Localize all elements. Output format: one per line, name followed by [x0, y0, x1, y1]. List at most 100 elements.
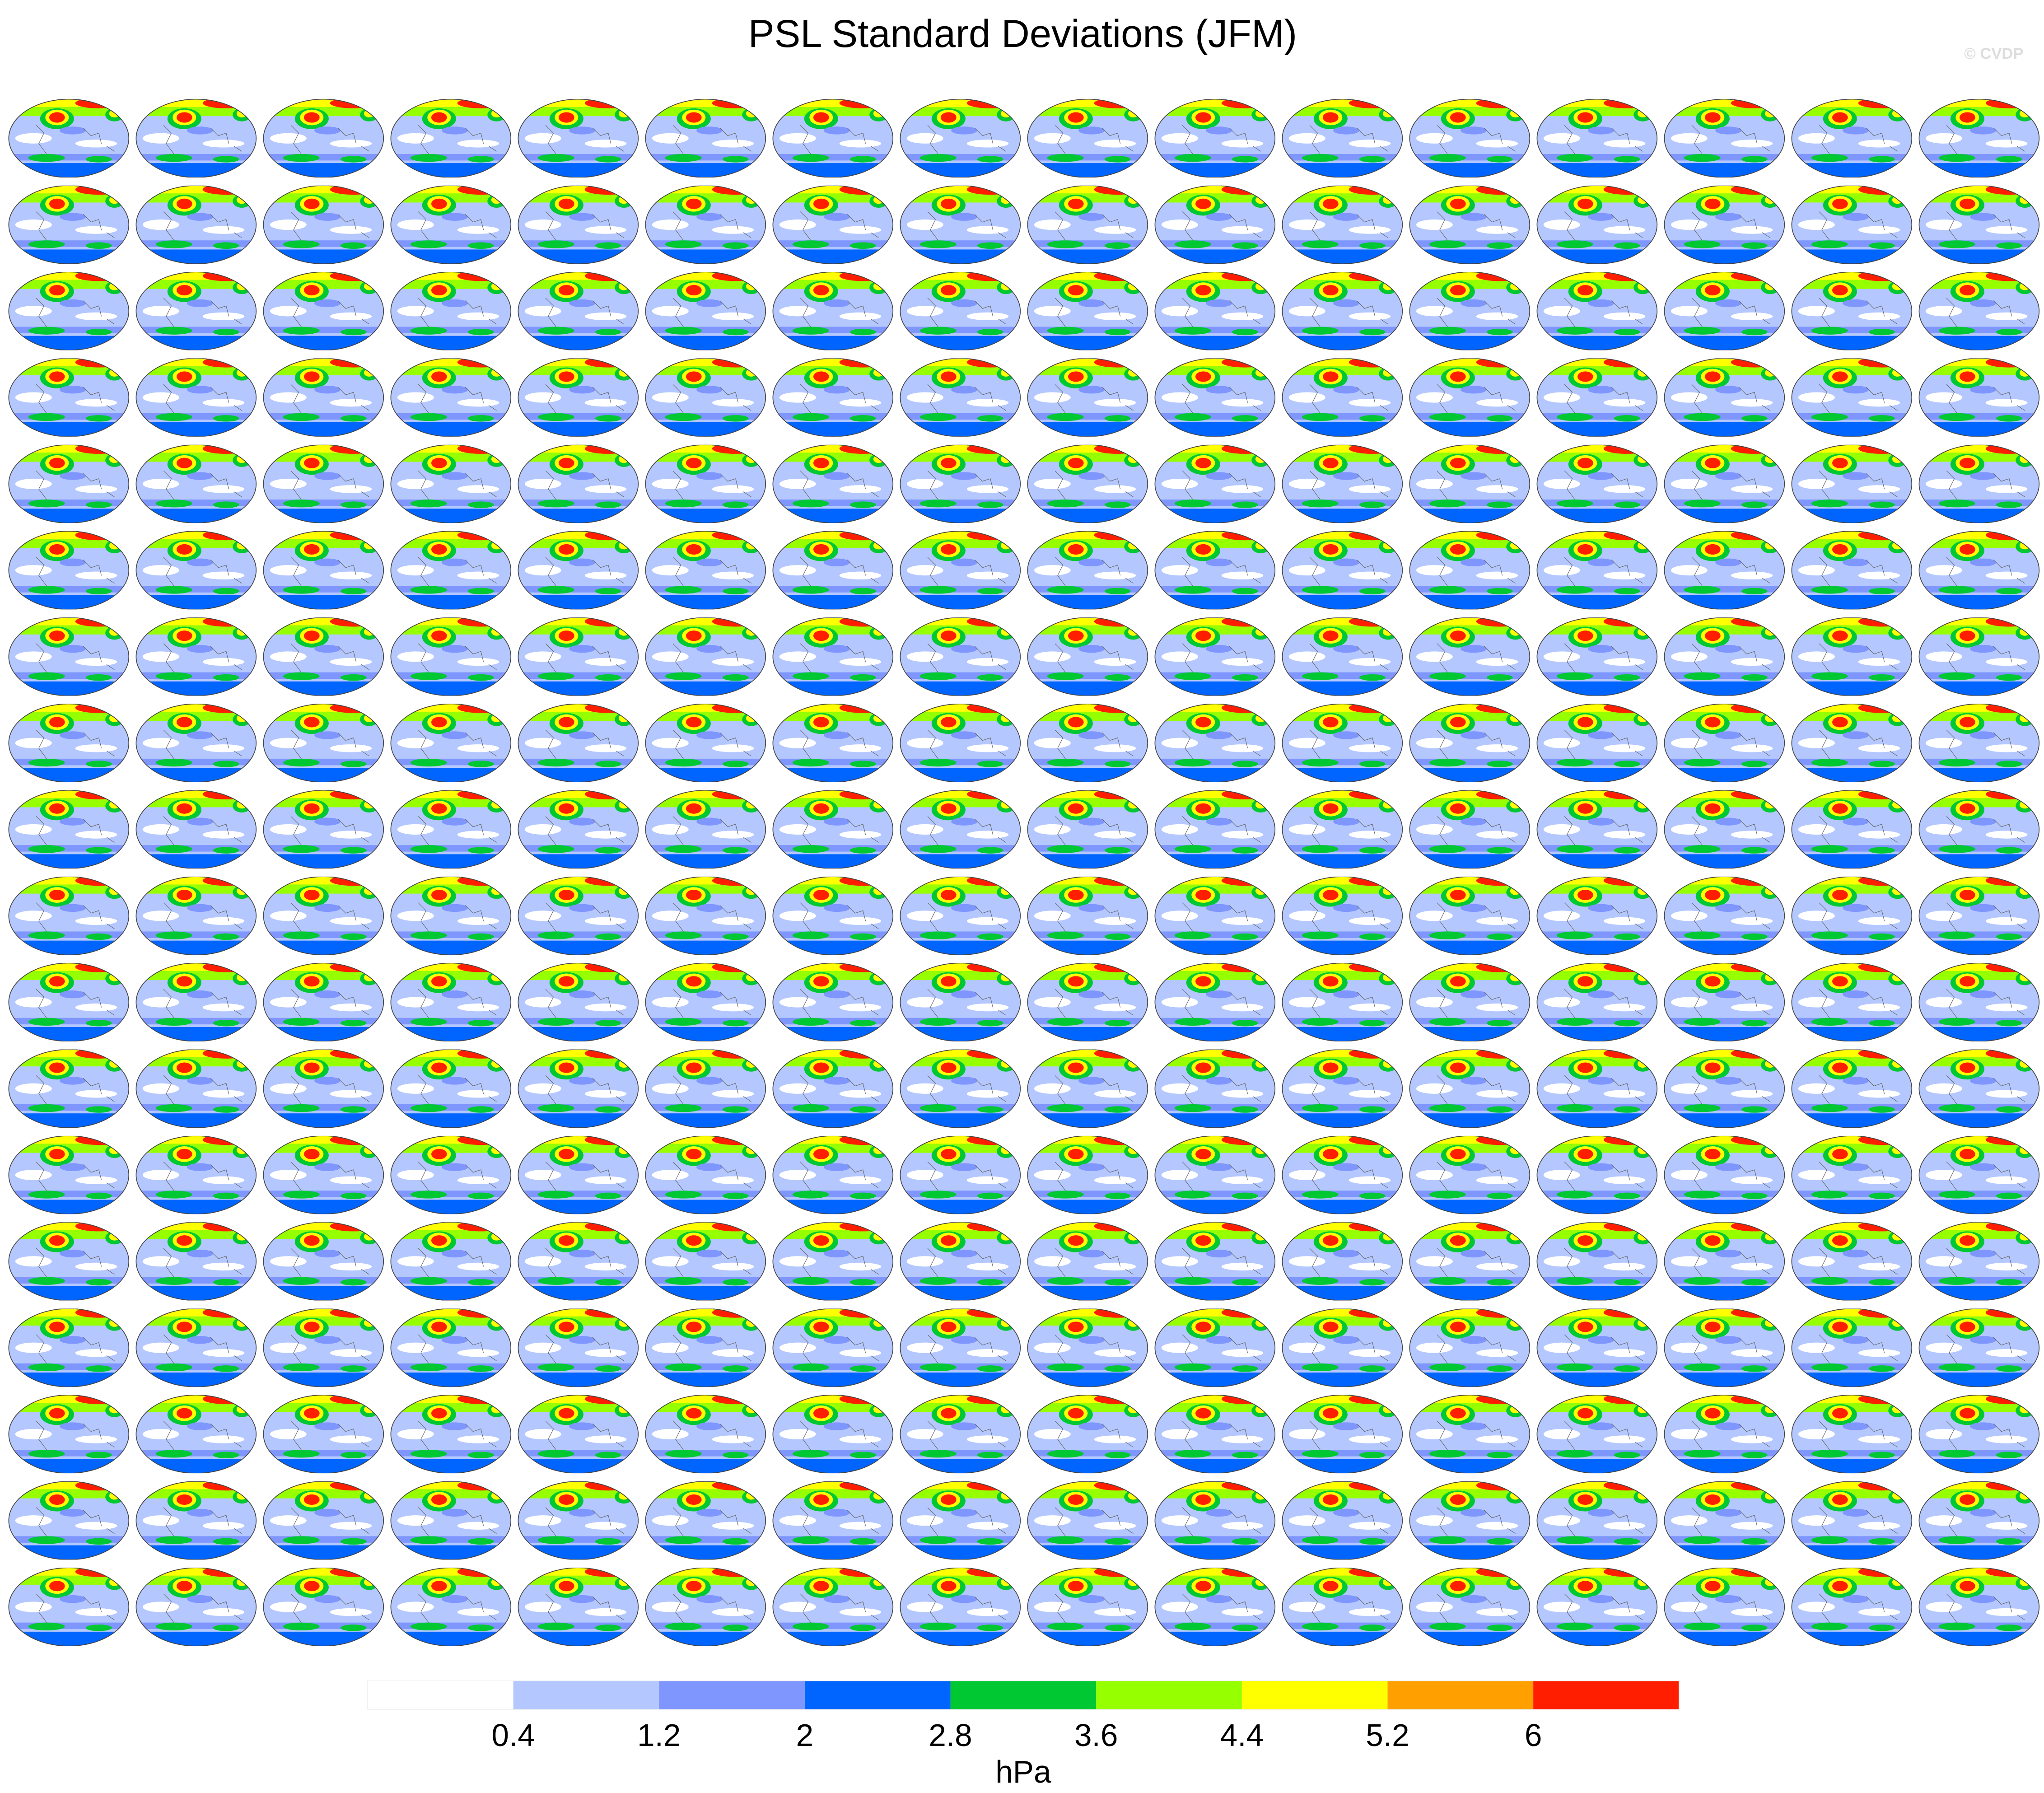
map-panel [1027, 1480, 1149, 1560]
map-panel [1663, 530, 1786, 609]
map-panel [1536, 184, 1659, 264]
map-panel [1281, 357, 1404, 437]
map-panel [1409, 1480, 1531, 1560]
map-panel [1791, 875, 1913, 955]
map-panel [517, 962, 640, 1041]
map-panel [644, 962, 767, 1041]
map-panel [390, 703, 513, 782]
map-panel [517, 1480, 640, 1560]
map-panel [1027, 357, 1149, 437]
map-panel [135, 530, 258, 609]
map-panel [1027, 98, 1149, 177]
map-panel [135, 1048, 258, 1128]
map-panel [1536, 962, 1659, 1041]
map-panel [135, 875, 258, 955]
map-panel [1918, 875, 2041, 955]
colorbar-label: 4.4 [1220, 1718, 1264, 1753]
map-panel [8, 444, 131, 523]
color-box [367, 1681, 513, 1710]
map-panel [1536, 1566, 1659, 1646]
map-panel [1281, 1394, 1404, 1473]
map-panel [1027, 530, 1149, 609]
map-panel [1281, 875, 1404, 955]
map-panel [772, 1480, 895, 1560]
map-panel [1663, 703, 1786, 782]
map-panel [1154, 530, 1277, 609]
map-panel [1791, 184, 1913, 264]
map-panel [1536, 98, 1659, 177]
map-panel [262, 1480, 385, 1560]
map-panel [390, 1221, 513, 1300]
map-panel [1281, 616, 1404, 696]
map-panel [1409, 1221, 1531, 1300]
map-panel [390, 357, 513, 437]
color-box [1241, 1681, 1388, 1710]
colorbar-label: 0.4 [491, 1718, 535, 1753]
map-panel [1918, 444, 2041, 523]
panel-grid [8, 98, 2041, 1646]
map-panel [135, 703, 258, 782]
map-panel [1027, 1048, 1149, 1128]
map-panel [772, 1394, 895, 1473]
map-panel [1918, 98, 2041, 177]
map-panel [772, 271, 895, 350]
map-panel [8, 1307, 131, 1387]
map-panel [1409, 271, 1531, 350]
map-panel [517, 1048, 640, 1128]
map-panel [1536, 444, 1659, 523]
map-panel [1154, 1048, 1277, 1128]
map-panel [1663, 875, 1786, 955]
map-panel [1027, 703, 1149, 782]
map-panel [1027, 444, 1149, 523]
map-panel [1281, 271, 1404, 350]
map-panel [390, 1394, 513, 1473]
map-panel [899, 98, 1022, 177]
map-panel [1281, 1307, 1404, 1387]
map-panel [135, 1566, 258, 1646]
map-panel [1281, 530, 1404, 609]
color-box [804, 1681, 951, 1710]
map-panel [644, 1566, 767, 1646]
map-panel [517, 98, 640, 177]
map-panel [772, 1307, 895, 1387]
color-box [950, 1681, 1097, 1710]
map-panel [1791, 271, 1913, 350]
map-panel [1791, 1048, 1913, 1128]
map-panel [135, 789, 258, 868]
map-panel [1409, 875, 1531, 955]
map-panel [772, 1135, 895, 1214]
map-panel [1409, 98, 1531, 177]
map-panel [517, 616, 640, 696]
map-panel [517, 184, 640, 264]
map-panel [1663, 616, 1786, 696]
map-panel [644, 271, 767, 350]
map-panel [1154, 703, 1277, 782]
map-panel [517, 357, 640, 437]
map-panel [1536, 271, 1659, 350]
colorbar-label: 3.6 [1074, 1718, 1118, 1753]
map-panel [772, 789, 895, 868]
map-panel [390, 271, 513, 350]
map-panel [1154, 616, 1277, 696]
map-panel [644, 184, 767, 264]
map-panel [1663, 98, 1786, 177]
map-panel [135, 184, 258, 264]
map-panel [390, 530, 513, 609]
map-panel [1154, 271, 1277, 350]
colorbar-label: 5.2 [1366, 1718, 1409, 1753]
map-panel [262, 789, 385, 868]
map-panel [390, 875, 513, 955]
map-panel [1154, 875, 1277, 955]
map-panel [644, 875, 767, 955]
map-panel [1536, 1307, 1659, 1387]
map-panel [1027, 1221, 1149, 1300]
map-panel [1918, 357, 2041, 437]
map-panel [644, 616, 767, 696]
map-panel [1663, 1480, 1786, 1560]
map-panel [1154, 789, 1277, 868]
map-panel [135, 1480, 258, 1560]
map-panel [135, 444, 258, 523]
map-panel [262, 98, 385, 177]
map-panel [1663, 1135, 1786, 1214]
